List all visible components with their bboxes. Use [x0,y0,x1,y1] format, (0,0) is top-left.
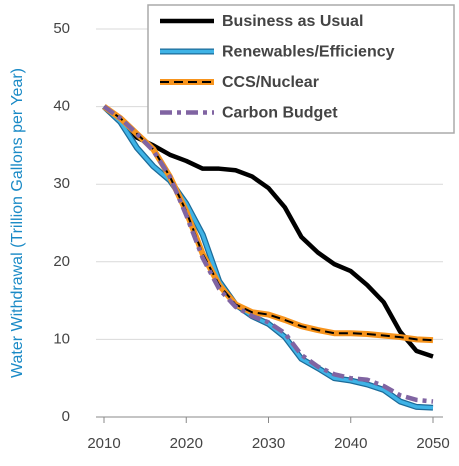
x-tick-label: 2030 [252,435,285,452]
series-line [103,105,434,342]
x-tick-label: 2010 [87,435,120,452]
x-tick-label: 2050 [416,435,449,452]
y-axis-label: Water Withdrawal (Trillion Gallons per Y… [9,68,26,378]
y-tick-label: 40 [53,98,70,115]
y-tick-label: 20 [53,253,70,270]
y-tick-label: 50 [53,20,70,37]
legend-label: CCS/Nuclear [222,74,319,91]
series-line [102,104,434,359]
x-tick-label: 2040 [334,435,367,452]
series-line [102,105,434,410]
legend-label: Carbon Budget [222,105,338,122]
y-tick-label: 30 [53,175,70,192]
x-tick-label: 2020 [170,435,203,452]
legend: Business as Usual Renewables/Efficiency CC… [147,4,455,134]
legend-box [147,4,455,134]
legend-label: Business as Usual [222,13,363,30]
y-tick-label: 0 [62,408,70,425]
series-line [102,104,434,404]
y-tick-label: 10 [53,330,70,347]
legend-label: Renewables/Efficiency [222,44,395,61]
